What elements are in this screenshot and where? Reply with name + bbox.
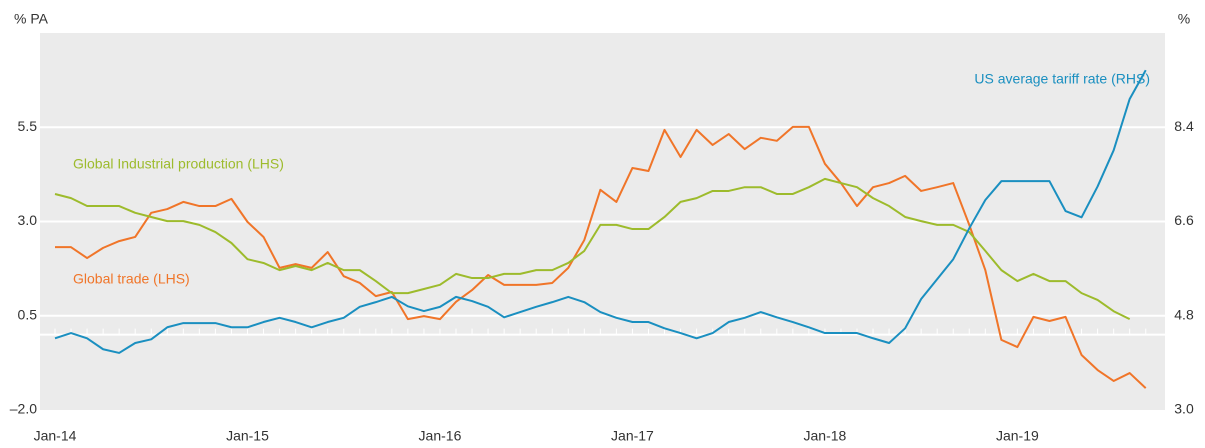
y2-tick-label: 3.0	[1174, 401, 1194, 417]
series-label: Global Industrial production (LHS)	[73, 156, 284, 172]
x-tick-label: Jan-15	[226, 428, 269, 444]
y-tick-label: 0.5	[18, 306, 38, 322]
series-line	[54, 69, 1147, 354]
y-tick-label: –2.0	[10, 401, 37, 417]
x-tick-label: Jan-18	[804, 428, 847, 444]
y2-tick-label: 8.4	[1174, 118, 1194, 134]
y2-tick-label: 6.6	[1174, 212, 1194, 228]
x-tick-label: Jan-17	[611, 428, 654, 444]
x-tick-label: Jan-16	[419, 428, 462, 444]
y2-tick-label: 4.8	[1174, 306, 1194, 322]
series-line	[55, 125, 1147, 389]
series-line	[54, 177, 1131, 321]
y-tick-label: 3.0	[18, 212, 38, 228]
y-tick-label: 5.5	[18, 118, 38, 134]
y-axis-label: % PA	[14, 11, 49, 27]
series-label: Global trade (LHS)	[73, 271, 190, 287]
x-tick-label: Jan-14	[34, 428, 77, 444]
series-label: US average tariff rate (RHS)	[974, 71, 1150, 87]
y2-axis-label: %	[1178, 11, 1190, 27]
x-tick-label: Jan-19	[996, 428, 1039, 444]
